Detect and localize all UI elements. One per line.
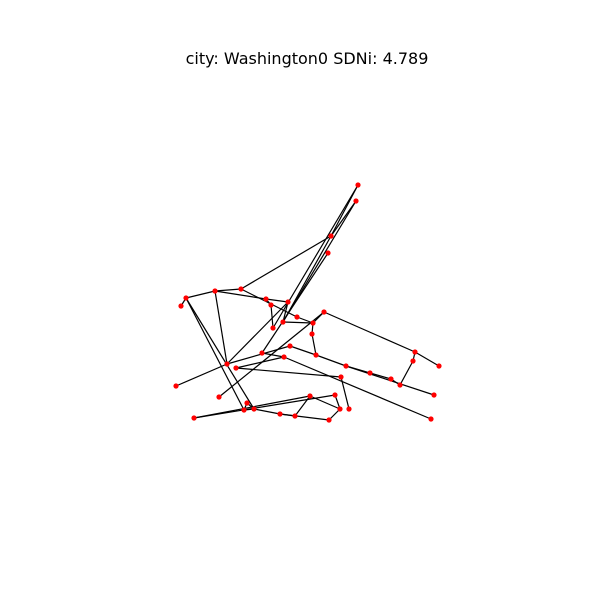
graph-node bbox=[332, 392, 338, 398]
graph-node bbox=[310, 320, 316, 326]
graph-edge bbox=[226, 301, 289, 365]
graph-node bbox=[191, 415, 197, 421]
graph-edge bbox=[340, 376, 350, 410]
graph-edge bbox=[185, 297, 245, 411]
graph-edge bbox=[175, 363, 228, 387]
graph-edge bbox=[185, 297, 255, 410]
graph-edge bbox=[414, 351, 440, 367]
graph-node bbox=[321, 309, 327, 315]
graph-node bbox=[259, 350, 265, 356]
graph-node bbox=[292, 413, 298, 419]
graph-node bbox=[173, 383, 179, 389]
graph-node bbox=[436, 363, 442, 369]
graph-edge bbox=[289, 345, 317, 356]
graph-node bbox=[353, 198, 359, 204]
graph-node bbox=[410, 358, 416, 364]
graph-edge bbox=[282, 301, 289, 323]
graph-node bbox=[338, 374, 344, 380]
graph-node bbox=[238, 286, 244, 292]
graph-edge bbox=[214, 288, 242, 292]
graph-edge bbox=[185, 290, 216, 299]
graph-node bbox=[294, 314, 300, 320]
graph-node bbox=[428, 416, 434, 422]
graph-node bbox=[233, 365, 239, 371]
graph-node bbox=[251, 406, 257, 412]
graph-node bbox=[183, 295, 189, 301]
graph-node bbox=[280, 319, 286, 325]
graph-node bbox=[431, 392, 437, 398]
graph-edge bbox=[240, 235, 332, 290]
graph-edge bbox=[283, 356, 432, 420]
graph-edge bbox=[296, 316, 314, 324]
graph-node bbox=[287, 343, 293, 349]
graph-node bbox=[313, 352, 319, 358]
graph-node bbox=[270, 325, 276, 331]
graph-node bbox=[244, 400, 250, 406]
graph-node bbox=[309, 331, 315, 337]
graph-node bbox=[328, 233, 334, 239]
graph-node bbox=[397, 382, 403, 388]
graph-edge bbox=[235, 367, 342, 378]
graph-node bbox=[241, 407, 247, 413]
graph-edge bbox=[214, 290, 228, 365]
graph-edge bbox=[265, 298, 289, 303]
graph-edge bbox=[282, 235, 332, 323]
graph-node bbox=[268, 302, 274, 308]
graph-edge bbox=[282, 321, 314, 324]
node-layer bbox=[173, 182, 442, 423]
graph-edge bbox=[399, 360, 414, 386]
graph-node bbox=[285, 299, 291, 305]
graph-edge bbox=[323, 311, 416, 353]
graph-node bbox=[307, 393, 313, 399]
graph-node bbox=[337, 406, 343, 412]
graph-node bbox=[388, 376, 394, 382]
graph-node bbox=[325, 250, 331, 256]
graph-node bbox=[277, 411, 283, 417]
graph-node bbox=[178, 303, 184, 309]
graph-node bbox=[212, 288, 218, 294]
graph-node bbox=[367, 370, 373, 376]
graph-node bbox=[326, 417, 332, 423]
graph-edge bbox=[294, 395, 311, 417]
graph-edge bbox=[261, 352, 285, 358]
graph-node bbox=[216, 394, 222, 400]
graph-edge bbox=[226, 345, 291, 365]
graph-edge bbox=[369, 372, 392, 380]
graph-node bbox=[224, 361, 230, 367]
graph-node bbox=[343, 363, 349, 369]
graph-edge bbox=[253, 408, 281, 415]
figure-title: city: Washington0 SDNi: 4.789 bbox=[186, 49, 429, 68]
graph-node bbox=[346, 406, 352, 412]
graph-edge bbox=[235, 356, 285, 369]
graph-edge bbox=[309, 395, 341, 410]
graph-node bbox=[355, 182, 361, 188]
graph-node bbox=[281, 354, 287, 360]
graph-edge bbox=[261, 252, 329, 354]
graph-edge bbox=[193, 394, 336, 419]
graph-edge bbox=[270, 304, 274, 329]
graph-edge bbox=[330, 200, 357, 237]
graph-node bbox=[412, 349, 418, 355]
graph-node bbox=[263, 296, 269, 302]
graph-edge bbox=[311, 333, 317, 356]
graph-edge bbox=[315, 354, 347, 367]
